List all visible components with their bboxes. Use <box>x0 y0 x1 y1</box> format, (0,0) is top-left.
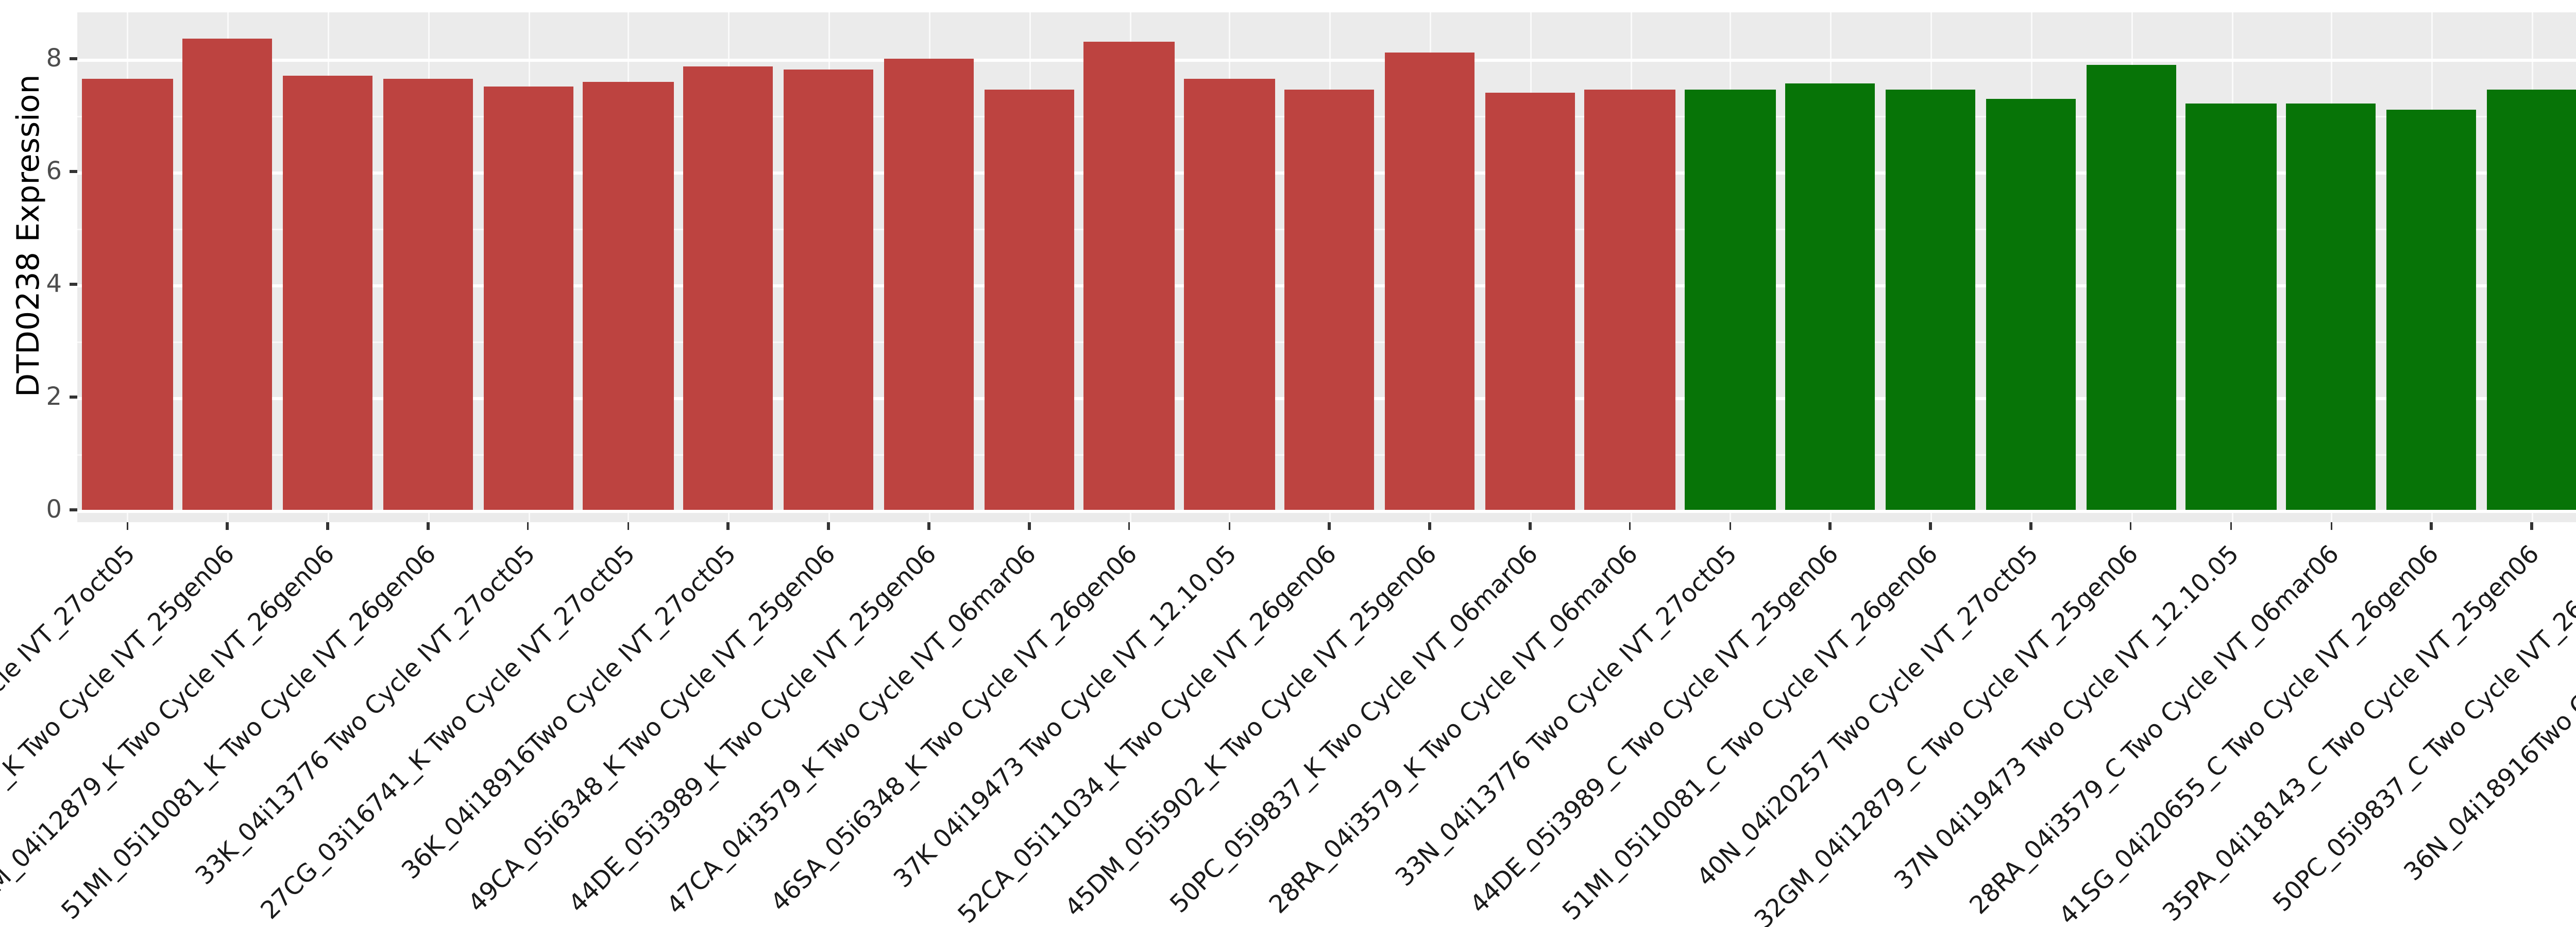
y-tick-label: 6 <box>46 156 62 185</box>
x-tick-label: 37N 04i19473 Two Cycle IVT_12.10.05 <box>1888 539 2244 895</box>
x-tick-mark <box>2129 522 2132 530</box>
x-tick-label: 28RA_04i3579_K Two Cycle IVT_06mar06 <box>1262 539 1643 919</box>
bar <box>1284 90 1375 510</box>
x-tick-mark <box>1829 522 1832 530</box>
x-tick-label: 47CA_04i3579_K Two Cycle IVT_06mar06 <box>660 539 1042 920</box>
x-tick-mark <box>1228 522 1231 530</box>
x-tick-label: 41SG_04i20655_C Two Cycle IVT_26gen06 <box>2053 539 2445 927</box>
y-tick-label: 8 <box>46 43 62 73</box>
y-tick-label: 2 <box>46 382 62 411</box>
x-tick-mark <box>1728 522 1732 530</box>
bar <box>1084 42 1175 510</box>
bar <box>2086 64 2176 510</box>
x-tick-mark <box>2430 522 2433 530</box>
x-tick-label: 27CG_03i16741_K Two Cycle IVT_27oct05 <box>255 539 641 925</box>
bar <box>1986 98 2076 510</box>
x-tick-mark <box>427 522 429 530</box>
bar <box>383 78 473 510</box>
x-tick-label: 32GM_04i12879_C Two Cycle IVT_25gen06 <box>1748 539 2144 927</box>
x-tick-mark <box>2330 522 2333 530</box>
x-tick-mark <box>126 522 129 530</box>
bar <box>1184 78 1275 510</box>
x-tick-mark <box>1027 522 1030 530</box>
x-tick-mark <box>1328 522 1331 530</box>
bar <box>282 75 373 510</box>
y-tick-mark <box>70 170 77 173</box>
x-tick-label: 45DM_05i5902_K Two Cycle IVT_25gen06 <box>1059 539 1443 922</box>
x-tick-mark <box>927 522 930 530</box>
x-tick-mark <box>1529 522 1531 530</box>
x-tick-mark <box>2230 522 2232 530</box>
y-tick-mark <box>70 396 77 399</box>
x-tick-mark <box>326 522 329 530</box>
x-tick-label: 52CA_05i11034_K Two Cycle IVT_26gen06 <box>952 539 1343 927</box>
x-tick-mark <box>1929 522 1932 530</box>
bar <box>82 78 173 510</box>
bar <box>2186 104 2277 510</box>
x-tick-mark <box>226 522 229 530</box>
x-tick-label: 50PC_05i9837_K Two Cycle IVT_06mar06 <box>1163 539 1543 919</box>
x-tick-label: 46SA_05i6348_K Two Cycle IVT_26gen06 <box>764 539 1142 917</box>
x-tick-label: 28RA_04i3579_C Two Cycle IVT_06mar06 <box>1963 539 2345 920</box>
bar <box>1484 92 1575 510</box>
x-tick-mark <box>2029 522 2032 530</box>
x-tick-label: 51MI_05i10081_C Two Cycle IVT_26gen06 <box>1556 539 1944 926</box>
x-tick-mark <box>627 522 630 530</box>
x-tick-mark <box>1128 522 1131 530</box>
x-tick-label: 44DE_05i3989_K Two Cycle IVT_25gen06 <box>562 539 942 919</box>
bar <box>783 70 874 510</box>
x-tick-mark <box>1629 522 1632 530</box>
gridline-major <box>77 510 2576 512</box>
y-tick-mark <box>70 283 77 286</box>
y-tick-label: 4 <box>46 269 62 298</box>
x-tick-label: ycle IVT_27oct05 <box>0 539 141 709</box>
x-tick-label: 40N_04i20257 Two Cycle IVT_27oct05 <box>1690 539 2044 892</box>
x-tick-mark <box>1428 522 1431 530</box>
bar <box>483 87 573 510</box>
x-tick-label: 44DE_05i3989_C Two Cycle IVT_25gen06 <box>1463 539 1843 919</box>
bar <box>2486 90 2576 510</box>
bar <box>884 59 974 510</box>
bar <box>583 81 673 510</box>
x-tick-mark <box>527 522 530 530</box>
bar <box>182 39 273 510</box>
plot-panel <box>77 12 2576 522</box>
bar <box>1384 53 1475 510</box>
y-tick-mark <box>70 57 77 60</box>
x-tick-label: 37K 04i19473 Two Cycle IVT_12.10.05 <box>888 539 1243 894</box>
x-tick-label: 51MI_05i10081_K Two Cycle IVT_26gen06 <box>55 539 441 925</box>
y-tick-label: 0 <box>46 494 62 524</box>
x-tick-mark <box>2530 522 2533 530</box>
bar <box>1785 84 1876 510</box>
x-tick-label: 33K_04i13776 Two Cycle IVT_27oct05 <box>189 539 541 890</box>
bar <box>683 67 774 510</box>
bar <box>2386 109 2477 510</box>
x-tick-mark <box>827 522 830 530</box>
bar <box>2286 104 2377 510</box>
bar <box>1685 90 1775 510</box>
y-tick-mark <box>70 508 77 511</box>
x-tick-mark <box>727 522 730 530</box>
bar <box>1885 90 1976 510</box>
x-tick-label: 33N_04i13776 Two Cycle IVT_27oct05 <box>1390 539 1743 892</box>
bar <box>1585 90 1675 510</box>
bar <box>984 90 1074 510</box>
x-tick-label: 49CA_05i6348_K Two Cycle IVT_25gen06 <box>462 539 842 918</box>
gridline-major <box>77 59 2576 61</box>
x-tick-label: 35PA_04i18143_C Two Cycle IVT_25gen06 <box>2156 539 2545 927</box>
